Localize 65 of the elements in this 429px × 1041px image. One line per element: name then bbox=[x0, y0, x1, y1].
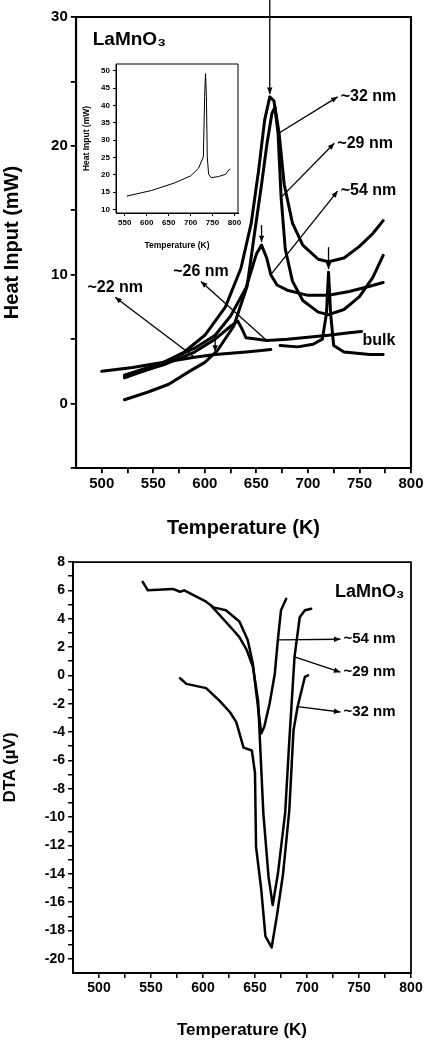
y-tick-label: 45 bbox=[101, 83, 111, 93]
y-tick-label: -14 bbox=[44, 864, 66, 881]
y-axis-title: Heat Input (mW) bbox=[0, 165, 22, 320]
y-tick-label: 15 bbox=[101, 187, 111, 197]
x-tick-label: 750 bbox=[205, 218, 220, 227]
legend-label: ~32 nm bbox=[340, 87, 397, 105]
x-tick-label: 500 bbox=[89, 474, 115, 492]
y-tick-label: 30 bbox=[101, 135, 111, 145]
x-axis-title: Temperature (K) bbox=[176, 1020, 308, 1040]
x-axis-title: Temperature (K) bbox=[144, 240, 210, 251]
y-tick-label: 0 bbox=[59, 393, 68, 411]
x-tick-label: 550 bbox=[139, 979, 163, 996]
x-tick-label: 650 bbox=[161, 218, 176, 227]
y-tick-label: 35 bbox=[101, 118, 111, 128]
y-tick-label: 2 bbox=[57, 637, 66, 654]
x-axis-title: Temperature (K) bbox=[167, 515, 320, 538]
legend-label: ~32 nm bbox=[343, 702, 396, 720]
y-tick-label: -16 bbox=[44, 893, 66, 909]
y-tick-label: -2 bbox=[52, 694, 66, 711]
x-tick-label: 650 bbox=[243, 979, 267, 996]
x-tick-label: 700 bbox=[295, 474, 321, 492]
x-tick-label: 800 bbox=[399, 979, 423, 996]
legend-label: ~29 nm bbox=[343, 662, 396, 680]
x-tick-label: 800 bbox=[398, 474, 424, 492]
legend-label: ~29 nm bbox=[337, 133, 393, 151]
text: ~22 nm bbox=[87, 278, 143, 296]
x-tick-label: 500 bbox=[87, 979, 111, 996]
legend-label: ~54 nm bbox=[340, 181, 397, 199]
y-tick-label: -20 bbox=[44, 949, 66, 966]
y-tick-label: -6 bbox=[52, 751, 66, 768]
x-tick-label: 600 bbox=[192, 474, 218, 492]
annotation: LaMnO₃ bbox=[334, 580, 405, 601]
x-tick-label: 600 bbox=[191, 979, 215, 996]
x-tick-label: 700 bbox=[183, 218, 198, 227]
series-label: bulk bbox=[362, 331, 396, 349]
y-tick-label: 8 bbox=[57, 552, 66, 569]
y-tick-label: -12 bbox=[44, 836, 66, 853]
y-tick-label: 25 bbox=[101, 152, 111, 162]
y-tick-label: 6 bbox=[57, 581, 66, 598]
x-tick-label: 750 bbox=[347, 979, 371, 996]
y-tick-label: 20 bbox=[51, 136, 68, 153]
x-tick-label: 550 bbox=[140, 474, 166, 492]
x-tick-label: 650 bbox=[243, 474, 269, 492]
text: ~26 nm bbox=[173, 262, 229, 280]
y-axis-title: DTA (µV) bbox=[0, 732, 19, 803]
y-tick-label: 0 bbox=[57, 666, 66, 683]
y-tick-label: -4 bbox=[52, 722, 66, 739]
annotation: LaMnO₃ bbox=[92, 28, 166, 50]
y-tick-label: 10 bbox=[51, 264, 68, 282]
x-tick-label: 600 bbox=[140, 218, 154, 227]
y-tick-label: 40 bbox=[101, 100, 111, 110]
y-tick-label: 10 bbox=[101, 204, 111, 214]
y-axis-title: Heat Input (mW) bbox=[81, 105, 92, 172]
y-tick-label: 30 bbox=[51, 7, 68, 25]
y-tick-label: 50 bbox=[101, 66, 111, 76]
x-tick-label: 700 bbox=[295, 979, 319, 996]
x-tick-label: 800 bbox=[227, 218, 242, 227]
y-tick-label: -18 bbox=[44, 921, 66, 938]
legend-label: ~54 nm bbox=[343, 629, 396, 647]
y-tick-label: -10 bbox=[44, 807, 66, 824]
y-tick-label: 20 bbox=[101, 170, 111, 180]
y-tick-label: 4 bbox=[57, 609, 66, 626]
y-tick-label: -8 bbox=[52, 779, 66, 796]
x-tick-label: 550 bbox=[118, 218, 132, 227]
x-tick-label: 750 bbox=[346, 474, 372, 492]
